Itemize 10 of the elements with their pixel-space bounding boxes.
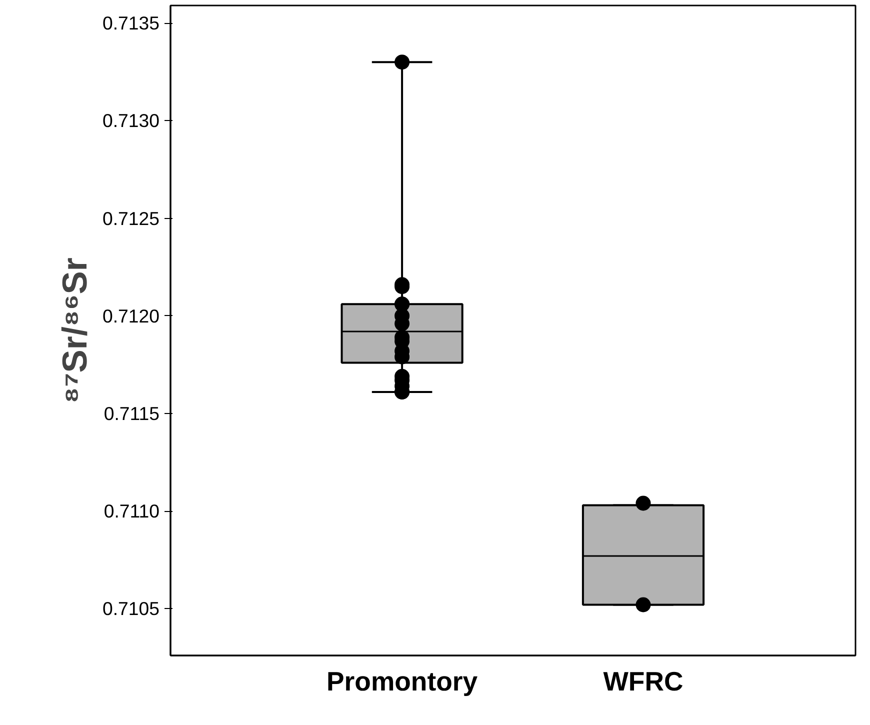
y-axis-title: ⁸⁷Sr/⁸⁶Sr	[56, 258, 94, 404]
x-tick-label: WFRC	[603, 666, 684, 696]
y-tick-label: 0.7105	[102, 598, 160, 620]
x-tick-label: Promontory	[326, 666, 478, 696]
y-tick-label: 0.7120	[102, 305, 160, 326]
y-tick-label: 0.7115	[104, 402, 160, 424]
y-tick-label: 0.7125	[102, 208, 160, 229]
y-tick-label: 0.7130	[102, 110, 160, 132]
y-tick-label: 0.7110	[104, 500, 160, 522]
y-tick-label: 0.7135	[102, 12, 160, 34]
